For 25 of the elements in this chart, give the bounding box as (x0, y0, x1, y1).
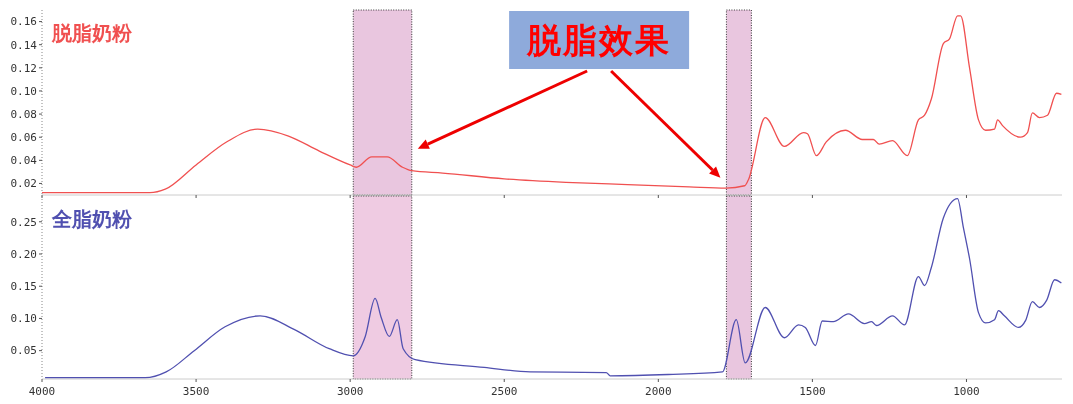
text: 全脂奶粉 (51, 207, 133, 231)
y-tick-label: 0.04 (10, 154, 38, 168)
line-series (44, 197, 1063, 379)
line-series (41, 15, 1063, 194)
x-tick-label: 1500 (799, 385, 826, 398)
y-tick-label: 0.15 (10, 280, 37, 294)
y-tick-label: 0.05 (10, 344, 37, 358)
y-tick-label: 0.08 (10, 107, 37, 121)
annotation: 脱脂效果 (526, 20, 672, 61)
y-tick-label: 0.02 (10, 177, 37, 191)
x-tick-label: 3500 (182, 385, 210, 398)
y-tick-label: 0.14 (10, 38, 38, 52)
y-tick-label: 0.25 (10, 215, 37, 229)
y-tick-label: 0.20 (10, 247, 37, 261)
text: 脱脂奶粉 (51, 21, 133, 45)
x-tick-label: 3000 (336, 385, 364, 398)
y-tick-label: 0.10 (10, 312, 37, 326)
y-tick-label: 0.16 (10, 15, 37, 29)
y-tick-label: 0.06 (10, 131, 37, 145)
y-tick-label: 0.10 (10, 84, 37, 98)
x-tick-label: 1000 (953, 385, 980, 398)
y-tick-label: 0.12 (10, 61, 37, 75)
x-tick-label: 2000 (645, 385, 672, 398)
x-tick-label: 2500 (490, 385, 518, 398)
x-tick-label: 4000 (28, 385, 56, 398)
